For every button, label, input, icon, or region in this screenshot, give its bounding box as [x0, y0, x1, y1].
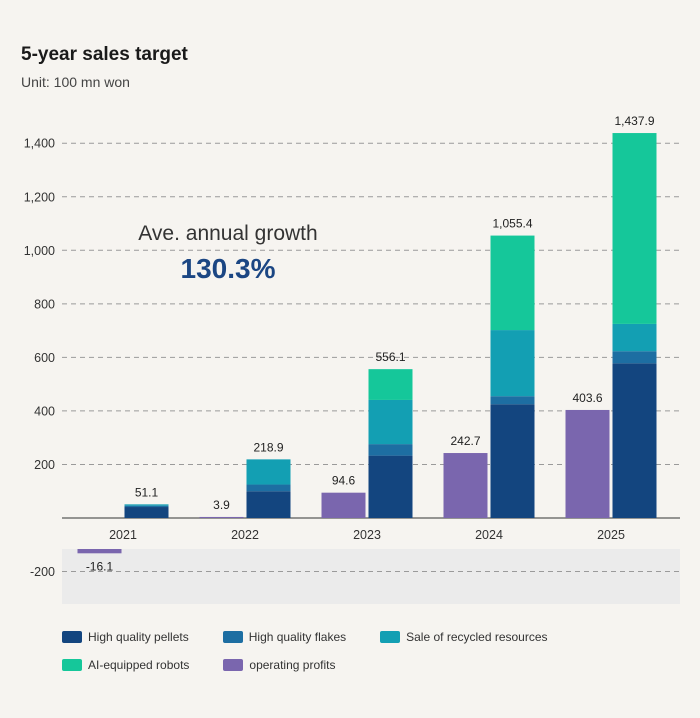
x-category-label: 2024 [475, 528, 503, 542]
legend-label-recycled: Sale of recycled resources [406, 630, 548, 644]
stack-segment [612, 363, 657, 518]
legend-row-2: AI-equipped robots operating profits [62, 658, 682, 672]
stack-segment [490, 404, 535, 518]
stack-segment [246, 459, 291, 485]
stack-segment [124, 505, 169, 508]
stack-segment [490, 235, 535, 331]
stack-segment [368, 399, 413, 445]
legend-swatch-profits [223, 659, 244, 671]
profit-data-label: 3.9 [213, 498, 230, 512]
stack-segment [368, 444, 413, 456]
y-tick-label: 1,400 [24, 137, 55, 151]
sales-target-chart: 1,400 1,200 1,000 800 600 400 200 -200 -16.1 51.1… [24, 114, 680, 604]
stack-segment [368, 369, 413, 400]
legend-label-flakes: High quality flakes [248, 630, 347, 644]
stack-segment [124, 504, 169, 506]
legend-label-pellets: High quality pellets [88, 630, 189, 644]
growth-annotation-label: Ave. annual growth [138, 222, 317, 245]
stack-segment [612, 133, 657, 324]
y-tick-label: 800 [34, 297, 55, 311]
chart-subtitle: Unit: 100 mn won [21, 74, 130, 90]
negative-region-band [62, 549, 680, 604]
stack-segment [246, 491, 291, 518]
x-category-label: 2023 [353, 528, 381, 542]
profit-data-label: 242.7 [450, 434, 480, 448]
legend-item-robots: AI-equipped robots [62, 658, 189, 672]
legend-swatch-recycled [380, 631, 401, 643]
profit-data-label: -16.1 [86, 559, 114, 573]
y-tick-label: -200 [30, 565, 55, 579]
stack-segment [124, 507, 169, 518]
x-category-label: 2021 [109, 528, 137, 542]
growth-annotation-value: 130.3% [181, 253, 276, 284]
profit-bar [321, 492, 366, 518]
chart-legend: High quality pellets High quality flakes… [62, 630, 682, 686]
profit-bar [77, 549, 122, 554]
legend-row-1: High quality pellets High quality flakes… [62, 630, 682, 644]
stack-total-label: 218.9 [253, 440, 283, 454]
stack-segment [490, 396, 535, 405]
legend-swatch-pellets [62, 631, 82, 643]
stack-total-label: 1,055.4 [492, 217, 532, 231]
x-category-label: 2025 [597, 528, 625, 542]
stack-segment [246, 484, 291, 492]
y-tick-label: 400 [34, 404, 55, 418]
x-category-label: 2022 [231, 528, 259, 542]
legend-swatch-flakes [222, 631, 243, 643]
y-tick-label: 1,000 [24, 244, 55, 258]
profit-data-label: 94.6 [332, 474, 356, 488]
y-tick-label: 600 [34, 351, 55, 365]
profit-bar [443, 453, 488, 518]
stack-segment [490, 330, 535, 397]
profit-bar [199, 516, 244, 518]
stack-total-label: 51.1 [135, 485, 159, 499]
chart-title: 5-year sales target [21, 44, 188, 65]
profit-data-label: 403.6 [572, 391, 602, 405]
stack-segment [612, 351, 657, 364]
legend-label-profits: operating profits [249, 658, 336, 672]
stack-total-label: 556.1 [375, 350, 405, 364]
stack-total-label: 1,437.9 [614, 114, 654, 128]
y-tick-label: 200 [34, 458, 55, 472]
legend-label-robots: AI-equipped robots [88, 658, 190, 672]
legend-item-recycled: Sale of recycled resources [380, 630, 548, 644]
stack-segment [368, 455, 413, 518]
legend-item-flakes: High quality flakes [222, 630, 347, 644]
legend-item-pellets: High quality pellets [62, 630, 189, 644]
profit-bar [565, 409, 610, 518]
stack-segment [612, 323, 657, 352]
legend-item-profits: operating profits [223, 658, 335, 672]
y-tick-label: 1,200 [24, 190, 55, 204]
legend-swatch-robots [62, 659, 82, 671]
